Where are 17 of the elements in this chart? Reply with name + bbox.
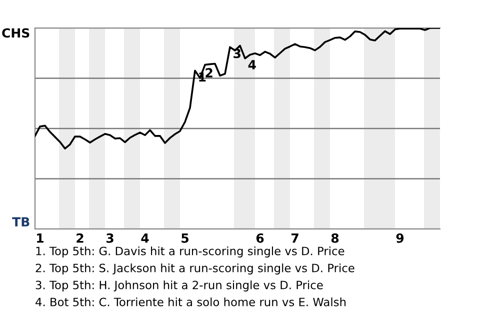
x-tick-label: 4 xyxy=(141,234,149,243)
x-tick-label: 5 xyxy=(182,234,188,243)
x-tick-label: 3 xyxy=(106,233,114,243)
x-tick-label: 9 xyxy=(396,233,404,243)
x-tick-label: 8 xyxy=(331,233,339,243)
text: TB xyxy=(12,217,30,226)
x-tick-label: 7 xyxy=(291,234,298,243)
x-tick-label: 2 xyxy=(76,233,84,243)
text: 1. Top 5th: G. Davis hit a run-scoring single vs D. Price xyxy=(36,246,344,258)
annotation: 2 xyxy=(206,68,212,78)
x-tick-label: 1 xyxy=(37,234,44,243)
x-tick-label: 6 xyxy=(256,233,264,243)
annotation: 4 xyxy=(248,60,256,70)
text: 2. Top 5th: S. Jackson hit a run-scoring single vs D. Price xyxy=(36,263,354,275)
text: 4. Bot 5th: C. Torriente hit a solo home run vs E. Walsh xyxy=(36,297,346,306)
text: CHS xyxy=(2,28,30,38)
text: 3. Top 5th: H. Johnson hit a 2-run single vs D. Price xyxy=(36,280,323,292)
